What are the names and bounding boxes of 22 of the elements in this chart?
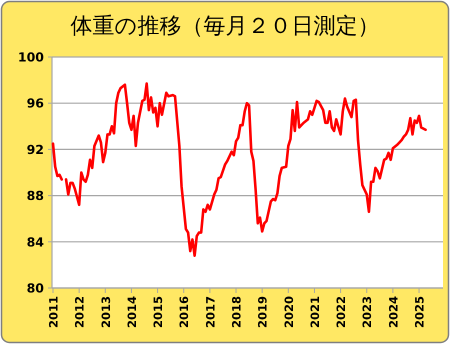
y-tick-label: 96 bbox=[26, 96, 44, 111]
x-tick-label: 2017 bbox=[203, 296, 218, 328]
y-tick-label: 100 bbox=[18, 50, 44, 64]
x-tick-label: 2015 bbox=[151, 296, 166, 328]
x-tick-label: 2024 bbox=[386, 296, 400, 328]
y-tick-label: 80 bbox=[26, 280, 44, 296]
x-tick-label: 2019 bbox=[256, 296, 270, 328]
y-tick-label: 88 bbox=[26, 188, 44, 204]
x-tick-label: 2025 bbox=[412, 296, 427, 328]
y-tick-label: 84 bbox=[26, 234, 44, 250]
x-tick-label: 2013 bbox=[98, 296, 113, 328]
x-tick-label: 2014 bbox=[124, 296, 139, 328]
x-tick-label: 2016 bbox=[177, 296, 192, 328]
x-tick-label: 2020 bbox=[282, 296, 296, 328]
x-tick-label: 2018 bbox=[230, 296, 244, 328]
x-tick-label: 2022 bbox=[334, 296, 348, 328]
x-tick-label: 2012 bbox=[72, 296, 87, 328]
x-tick-label: 2021 bbox=[308, 296, 322, 328]
chart-title: 体重の推移（毎月２０日測定） bbox=[70, 14, 380, 39]
x-tick-label: 2023 bbox=[360, 296, 374, 328]
x-tick-label: 2011 bbox=[46, 296, 60, 328]
y-tick-label: 92 bbox=[26, 142, 44, 157]
